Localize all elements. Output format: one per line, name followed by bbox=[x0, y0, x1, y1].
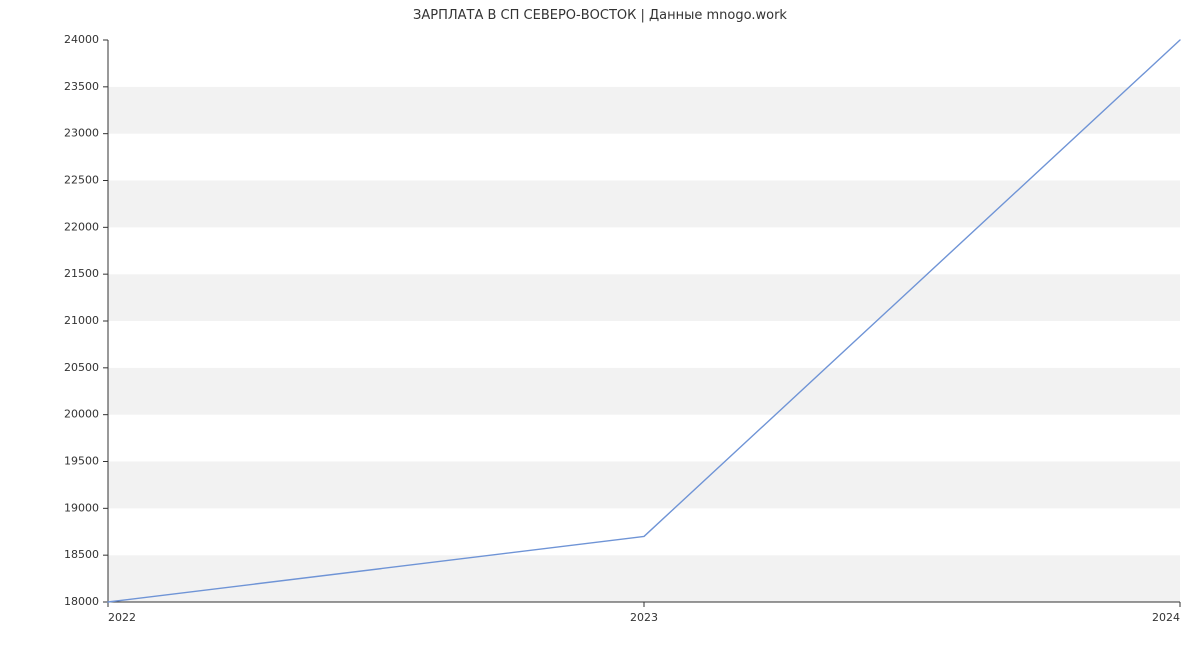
y-tick-label: 21000 bbox=[64, 314, 99, 327]
y-tick-label: 18000 bbox=[64, 595, 99, 608]
y-tick-label: 18500 bbox=[64, 548, 99, 561]
x-tick-label: 2023 bbox=[630, 611, 658, 624]
y-tick-label: 23000 bbox=[64, 127, 99, 140]
y-tick-label: 24000 bbox=[64, 33, 99, 46]
salary-line-chart: ЗАРПЛАТА В СП СЕВЕРО-ВОСТОК | Данные mno… bbox=[0, 0, 1200, 650]
chart-svg: 18000 18500 19000 19500 20000 20500 21000 21500… bbox=[0, 0, 1200, 650]
y-tick-label: 22500 bbox=[64, 174, 99, 187]
x-tick-label: 2024 bbox=[1152, 611, 1180, 624]
y-tick-label: 19500 bbox=[64, 455, 99, 468]
y-tick-label: 20500 bbox=[64, 361, 99, 374]
y-tick-label: 23500 bbox=[64, 80, 99, 93]
x-tick-label: 2022 bbox=[108, 611, 136, 624]
y-tick-label: 21500 bbox=[64, 267, 99, 280]
y-tick-label: 20000 bbox=[64, 408, 99, 421]
chart-title: ЗАРПЛАТА В СП СЕВЕРО-ВОСТОК | Данные mno… bbox=[0, 8, 1200, 23]
y-tick-label: 19000 bbox=[64, 501, 99, 514]
y-tick-label: 22000 bbox=[64, 220, 99, 233]
